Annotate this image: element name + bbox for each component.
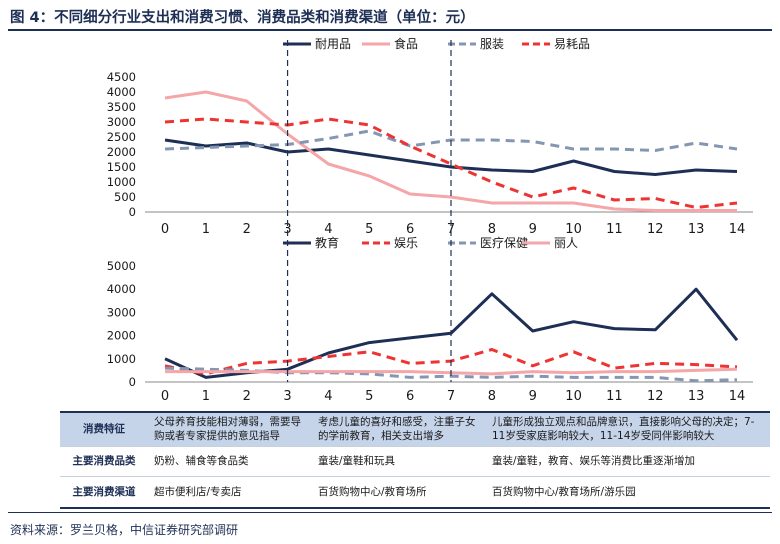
- x-tick-label: 7: [447, 222, 455, 237]
- y-tick-label: 3000: [107, 115, 136, 129]
- y-tick-label: 4000: [107, 282, 136, 296]
- table-cell: 考虑儿童的喜好和感受，注重子女的学前教育，相关支出增多: [312, 412, 486, 446]
- x-tick-label: 1: [202, 389, 210, 404]
- page-title: 图 4：不同细分行业支出和消费习惯、消费品类和消费渠道（单位：元）: [10, 10, 475, 26]
- x-tick-label: 7: [447, 389, 455, 404]
- y-tick-label: 1500: [107, 160, 136, 174]
- x-tick-label: 8: [488, 389, 496, 404]
- x-tick-label: 4: [324, 389, 332, 404]
- y-tick-label: 3000: [107, 305, 136, 319]
- y-tick-label: 0: [129, 205, 136, 219]
- x-tick-label: 2: [243, 389, 251, 404]
- table-cell: 超市便利店/专卖店: [154, 485, 242, 498]
- y-tick-label: 2000: [107, 145, 136, 159]
- y-tick-label: 4500: [107, 70, 136, 84]
- x-tick-label: 3: [283, 389, 291, 404]
- x-tick-label: 11: [606, 389, 623, 404]
- x-tick-label: 0: [161, 222, 169, 237]
- x-tick-label: 9: [529, 389, 537, 404]
- x-tick-label: 14: [729, 222, 746, 237]
- y-tick-label: 0: [129, 375, 136, 389]
- legend-label: 丽人: [554, 236, 578, 250]
- row-header: 主要消费品类: [72, 455, 136, 467]
- legend-label: 娱乐: [394, 236, 418, 250]
- x-tick-label: 12: [647, 222, 664, 237]
- legend-label: 食品: [394, 36, 418, 51]
- series-line: [164, 90, 737, 212]
- legend-label: 耐用品: [315, 37, 351, 51]
- x-tick-label: 5: [365, 389, 373, 404]
- y-tick-label: 4000: [107, 85, 136, 99]
- x-tick-label: 9: [529, 222, 537, 237]
- x-tick-label: 8: [488, 222, 496, 237]
- x-tick-label: 3: [283, 222, 291, 237]
- table-cell: 百货购物中心/教育场所/游乐园: [492, 485, 636, 498]
- table-cell: 百货购物中心/教育场所: [318, 485, 427, 498]
- table-cell: 童装/童鞋，教育、娱乐等消费比重逐渐增加: [492, 455, 696, 467]
- x-tick-label: 1: [202, 222, 210, 237]
- table-row: 主要消费品类 奶粉、辅食等食品类 童装/童鞋和玩具 童装/童鞋，教育、娱乐等消费…: [60, 446, 770, 476]
- x-tick-label: 4: [324, 222, 332, 237]
- legend-label: 服装: [480, 37, 504, 51]
- table-row: 消费特征 父母养育技能相对薄弱，需要导购或者专家提供的意见指导 考虑儿童的喜好和…: [60, 412, 770, 446]
- title-rule: [8, 29, 772, 31]
- x-tick-label: 6: [406, 222, 414, 237]
- x-tick-label: 14: [729, 389, 746, 404]
- x-tick-label: 6: [406, 389, 414, 404]
- x-tick-label: 5: [365, 222, 373, 237]
- y-tick-label: 500: [114, 190, 136, 204]
- y-tick-label: 5000: [107, 259, 136, 273]
- x-tick-label: 11: [606, 222, 623, 237]
- table-cell: 童装/童鞋和玩具: [318, 455, 396, 467]
- y-tick-label: 3500: [107, 100, 136, 114]
- x-tick-label: 12: [647, 389, 664, 404]
- x-tick-label: 0: [161, 389, 169, 404]
- legend-label: 医疗保健: [480, 236, 528, 250]
- y-tick-label: 1000: [107, 352, 136, 366]
- source-rule: [8, 512, 772, 513]
- x-tick-label: 2: [243, 222, 251, 237]
- legend-label: 易耗品: [554, 37, 590, 51]
- y-tick-label: 2000: [107, 329, 136, 343]
- table-row: 主要消费渠道 超市便利店/专卖店 百货购物中心/教育场所 百货购物中心/教育场所…: [60, 476, 770, 508]
- y-tick-label: 2500: [107, 130, 136, 144]
- table-cell: 奶粉、辅食等食品类: [154, 455, 249, 467]
- table-cell: 儿童形成独立观点和品牌意识，直接影响父母的决定；7-11岁受家庭影响较大，11-…: [486, 412, 770, 446]
- table-cell: 父母养育技能相对薄弱，需要导购或者专家提供的意见指导: [148, 412, 312, 446]
- x-tick-label: 10: [565, 222, 582, 237]
- source-note: 资料来源：罗兰贝格，中信证券研究部调研: [10, 523, 239, 537]
- row-header: 消费特征: [60, 412, 148, 446]
- x-tick-label: 13: [688, 222, 705, 237]
- legend-label: 教育: [315, 235, 339, 250]
- row-header: 主要消费渠道: [72, 485, 136, 498]
- series-line: [164, 117, 738, 209]
- info-table: 消费特征 父母养育技能相对薄弱，需要导购或者专家提供的意见指导 考虑儿童的喜好和…: [60, 411, 770, 509]
- y-tick-label: 1000: [107, 175, 136, 189]
- x-tick-label: 10: [565, 389, 582, 404]
- x-tick-label: 13: [688, 389, 705, 404]
